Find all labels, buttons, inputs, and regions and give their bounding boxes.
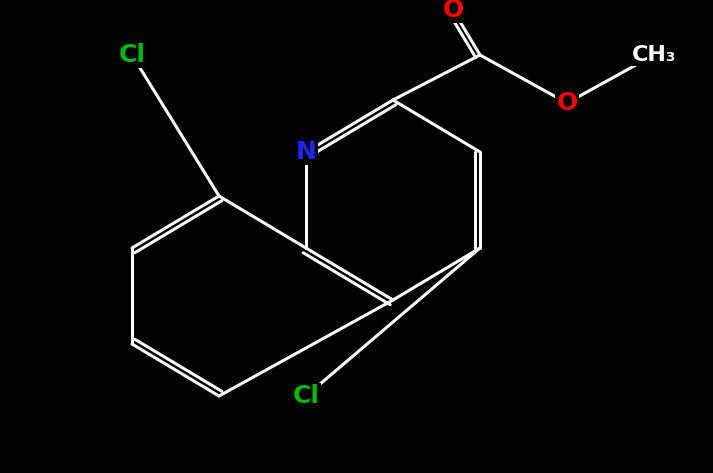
Text: O: O xyxy=(442,0,463,22)
Text: Cl: Cl xyxy=(292,384,319,408)
Text: Cl: Cl xyxy=(118,43,145,67)
Text: O: O xyxy=(556,91,578,115)
Text: CH₃: CH₃ xyxy=(632,45,677,65)
Text: N: N xyxy=(296,140,317,164)
